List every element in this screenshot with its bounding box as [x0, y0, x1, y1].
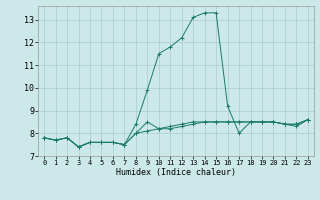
X-axis label: Humidex (Indice chaleur): Humidex (Indice chaleur)	[116, 168, 236, 177]
